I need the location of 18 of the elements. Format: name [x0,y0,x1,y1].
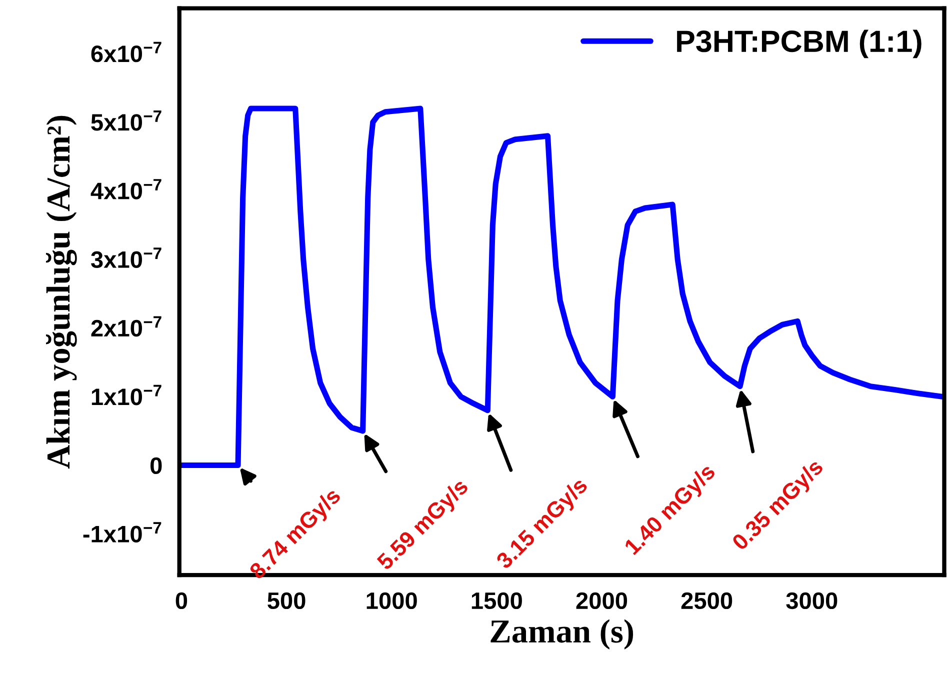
x-tick-label: 3000 [786,592,838,610]
y-tick-label: 1x10$^{−7}$ [92,384,162,406]
y-tick-label: 6x10$^{−7}$ [91,42,162,62]
x-axis-title: Zaman (s) [490,619,634,650]
y-tick-label: 4x10$^{−7}$ [90,179,162,200]
x-tick-label: 2000 [576,592,628,610]
y-tick-label: 3x10$^{−7}$ [90,248,162,268]
x-tick-label: 500 [268,592,306,610]
y-tick-label: 0 [150,457,162,474]
legend-label: P3HT:PCBM (1:1) [677,30,922,58]
x-tick-label: 1000 [366,592,417,610]
y-tick-label: -1x10$^{−7}$ [83,522,162,542]
y-tick-label: 5x10$^{−7}$ [91,110,162,131]
y-axis-title: Akım yoğunluğu (A/cm²) [46,116,77,469]
x-tick-label: 2500 [681,592,732,610]
x-tick-label: 1500 [472,592,522,610]
y-tick-label: 2x10$^{−7}$ [91,316,162,337]
x-tick-label: 0 [176,592,188,610]
